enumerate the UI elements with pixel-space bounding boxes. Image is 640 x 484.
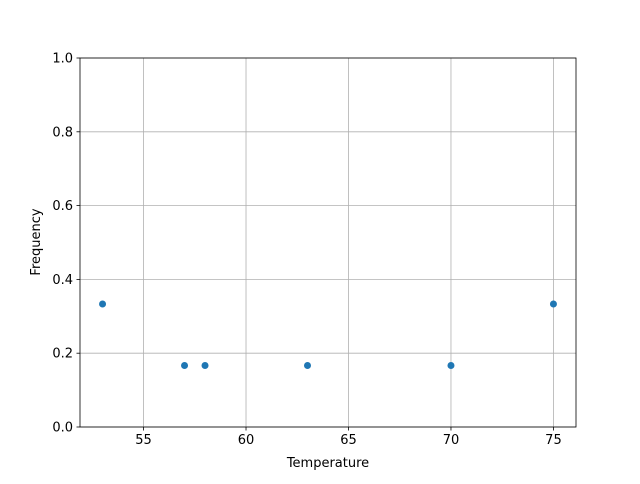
y-tick-label: 0.2 (52, 347, 73, 362)
y-tick-label: 0.0 (52, 421, 73, 436)
data-points (99, 300, 557, 369)
y-tick-label: 0.8 (52, 125, 73, 140)
data-point (99, 300, 107, 308)
y-tick-label: 0.4 (52, 273, 73, 288)
data-point (447, 361, 455, 369)
x-axis-label: Temperature (286, 456, 369, 471)
x-axis-ticks: 55 60 65 70 75 (135, 427, 562, 448)
x-tick-label: 65 (340, 433, 357, 448)
y-axis-ticks: 0.0 0.2 0.4 0.6 0.8 1.0 (52, 52, 80, 436)
y-tick-label: 0.6 (52, 199, 73, 214)
x-tick-label: 75 (545, 433, 562, 448)
data-point (201, 361, 209, 369)
x-tick-label: 70 (443, 433, 460, 448)
data-point (304, 361, 312, 369)
data-point (181, 361, 189, 369)
x-tick-label: 60 (238, 433, 255, 448)
grid (80, 57, 576, 428)
y-tick-label: 1.0 (52, 52, 73, 67)
x-tick-label: 55 (135, 433, 152, 448)
data-point (549, 300, 557, 308)
y-axis-label: Frequency (29, 208, 44, 275)
plot-frame (79, 57, 577, 428)
